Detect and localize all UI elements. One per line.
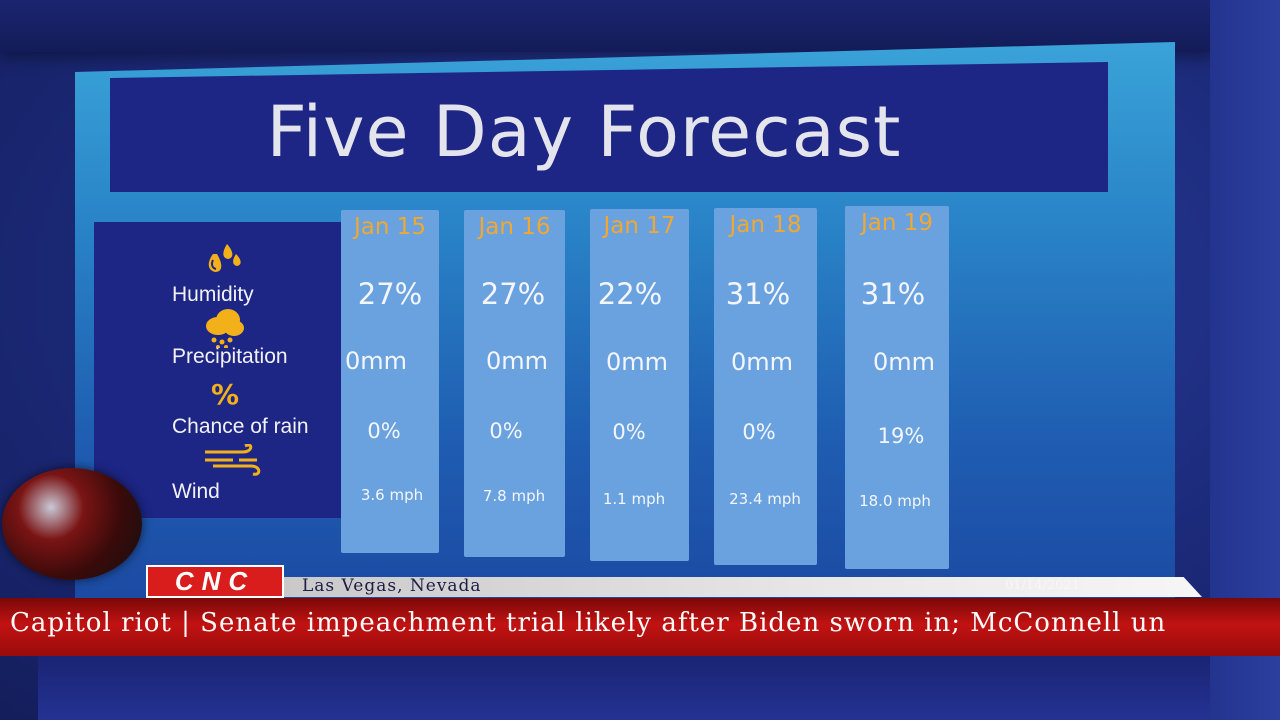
wind-value: 7.8 mph — [482, 487, 546, 505]
broadcast-date: 01/14/2021 — [1005, 578, 1080, 593]
wind-value: 3.6 mph — [360, 486, 424, 504]
network-logo: CNC — [146, 565, 284, 598]
title-banner: Five Day Forecast — [110, 62, 1108, 192]
location-text: Las Vegas, Nevada — [302, 576, 482, 596]
ticker-text: Capitol riot | Senate impeachment trial … — [10, 608, 1167, 638]
wind-value: 1.1 mph — [602, 490, 666, 508]
network-logo-text: CNC — [174, 566, 256, 596]
wind-value: 23.4 mph — [729, 490, 801, 508]
precipitation-value: 0mm — [485, 347, 549, 375]
chance-of-rain-value: 0% — [367, 419, 401, 443]
precipitation-value: 0mm — [344, 347, 408, 375]
humidity-value: 27% — [480, 277, 546, 311]
wind-value: 18.0 mph — [859, 492, 931, 510]
humidity-value: 27% — [357, 277, 423, 311]
day-column: Jan 17 — [590, 209, 689, 561]
news-ticker: Capitol riot | Senate impeachment trial … — [0, 598, 1280, 656]
day-date: Jan 15 — [353, 214, 427, 240]
chance-of-rain-value: 19% — [877, 424, 925, 448]
day-column: Jan 16 — [464, 210, 565, 557]
row-labels-panel — [94, 222, 344, 518]
chance-of-rain-label: Chance of rain — [172, 415, 309, 438]
wind-label: Wind — [172, 480, 220, 503]
day-date: Jan 19 — [860, 210, 934, 236]
precipitation-value: 0mm — [872, 348, 936, 376]
day-column: Jan 18 — [714, 208, 817, 565]
humidity-label: Humidity — [172, 283, 254, 306]
humidity-drops-icon — [208, 244, 241, 272]
day-date: Jan 16 — [478, 214, 551, 240]
precipitation-label: Precipitation — [172, 345, 288, 368]
globe-logo-icon — [2, 468, 142, 580]
chance-of-rain-value: 0% — [742, 420, 776, 444]
humidity-value: 31% — [860, 277, 926, 311]
humidity-value: 31% — [725, 277, 791, 311]
studio-bottom-slab — [38, 656, 1210, 720]
wind-icon — [205, 444, 261, 476]
percent-icon: % — [211, 378, 240, 411]
chance-of-rain-value: 0% — [612, 420, 646, 444]
day-column: Jan 19 — [845, 206, 949, 569]
day-date: Jan 17 — [603, 213, 676, 239]
precipitation-value: 0mm — [730, 348, 794, 376]
page-title: Five Day Forecast — [266, 91, 902, 173]
rain-cloud-icon — [206, 309, 244, 348]
humidity-value: 22% — [597, 277, 663, 311]
chance-of-rain-value: 0% — [489, 419, 523, 443]
studio-top-slab — [0, 0, 1215, 52]
precipitation-value: 0mm — [605, 348, 669, 376]
day-column: Jan 15 — [341, 210, 439, 553]
day-date: Jan 18 — [729, 212, 802, 238]
location-bar — [284, 577, 1202, 597]
